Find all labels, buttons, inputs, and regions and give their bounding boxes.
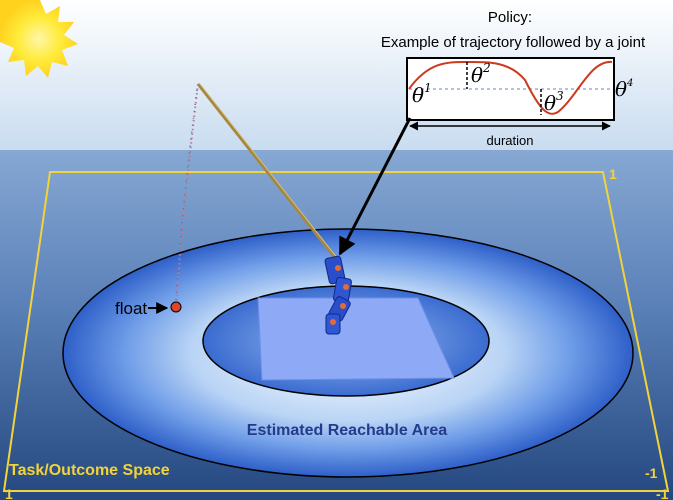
fishing-rod-highlight (199, 83, 339, 260)
policy-to-robot-arrow (338, 117, 412, 256)
duration-label: duration (487, 133, 534, 148)
table-surface (257, 297, 455, 381)
corner-label-bottom-right: -1 (645, 465, 658, 481)
sun-icon (0, 0, 78, 78)
policy-subtitle: Example of trajectory followed by a join… (381, 34, 646, 51)
theta2-label: θ2 (471, 61, 491, 87)
policy-title: Policy: (488, 9, 532, 26)
fishing-rod (196, 83, 338, 260)
corner-label-bottom-right-edge: -1 (656, 486, 669, 500)
theta3-label: θ3 (544, 89, 564, 115)
policy-trajectory-curve (408, 60, 613, 115)
theta4-label: θ4 (615, 77, 633, 101)
theta1-label: θ1 (412, 81, 432, 107)
robot-arm (324, 255, 352, 335)
outcome-space-border (2, 171, 670, 492)
corner-label-top-right: 1 (609, 166, 617, 182)
corner-label-bottom-left: 1 (5, 486, 13, 500)
float-label: float (115, 299, 147, 318)
task-space-label: Task/Outcome Space (9, 462, 170, 479)
float-marker (170, 301, 182, 313)
reachable-area-label: Estimated Reachable Area (247, 422, 447, 439)
